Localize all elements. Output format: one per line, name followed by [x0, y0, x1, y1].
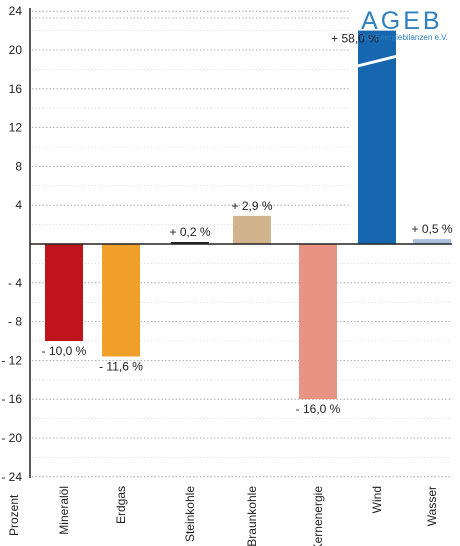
- y-axis-ticks: 24 20 16 12 8 4 - 4 - 8 - 12 - 16 - 20 - 24: [1, 4, 22, 484]
- category-label: Kernenergie: [311, 486, 325, 546]
- data-label: + 0,2 %: [169, 225, 210, 239]
- y-tick-label: 4: [15, 198, 22, 212]
- data-label: + 0,5 %: [411, 222, 452, 236]
- logo-name: AGEB: [361, 7, 443, 35]
- data-label: - 10,0 %: [42, 344, 87, 358]
- y-axis-label: Prozent: [7, 494, 21, 536]
- y-tick-label: - 12: [1, 353, 22, 367]
- bar-braunkohle: [233, 215, 271, 244]
- data-label: - 16,0 %: [296, 402, 341, 416]
- data-label: + 2,9 %: [231, 199, 272, 213]
- y-tick-label: 24: [9, 4, 23, 18]
- data-label: - 11,6 %: [99, 360, 143, 374]
- bars: [45, 30, 451, 400]
- bar-steinkohle: [171, 242, 209, 244]
- y-tick-label: 12: [9, 121, 23, 135]
- category-label: Erdgas: [114, 486, 128, 524]
- data-label: + 58,0 %: [331, 32, 379, 46]
- category-label: Mineralöl: [57, 486, 71, 535]
- category-label: Wind: [370, 486, 384, 513]
- y-tick-label: 16: [9, 82, 23, 96]
- bar-wasser: [413, 239, 451, 244]
- data-labels: - 10,0 % - 11,6 % + 0,2 % + 2,9 % - 16,0 % + …: [42, 32, 453, 417]
- y-tick-label: - 8: [8, 315, 22, 329]
- bar-mineralöl: [45, 244, 83, 341]
- bar-erdgas: [102, 244, 140, 357]
- gridlines: [32, 10, 452, 478]
- y-tick-label: - 20: [1, 431, 22, 445]
- y-tick-label: - 4: [8, 276, 22, 290]
- logo-subtitle: AG Energiebilanzen e.V.: [361, 33, 448, 42]
- category-labels: Mineralöl Erdgas Steinkohle Braunkohle Kerne…: [57, 486, 439, 546]
- category-label: Braunkohle: [245, 486, 259, 546]
- category-label: Steinkohle: [183, 486, 197, 542]
- bar-kernenergie: [299, 244, 337, 400]
- y-tick-label: 8: [15, 159, 22, 173]
- y-tick-label: - 16: [1, 392, 22, 406]
- bar-wind: [358, 30, 396, 244]
- y-tick-label: 20: [9, 43, 23, 57]
- y-tick-label: - 24: [1, 470, 22, 484]
- ageb-logo: AGEB AG Energiebilanzen e.V.: [361, 8, 448, 42]
- axis-break-mark: [357, 54, 397, 68]
- category-label: Wasser: [425, 486, 439, 526]
